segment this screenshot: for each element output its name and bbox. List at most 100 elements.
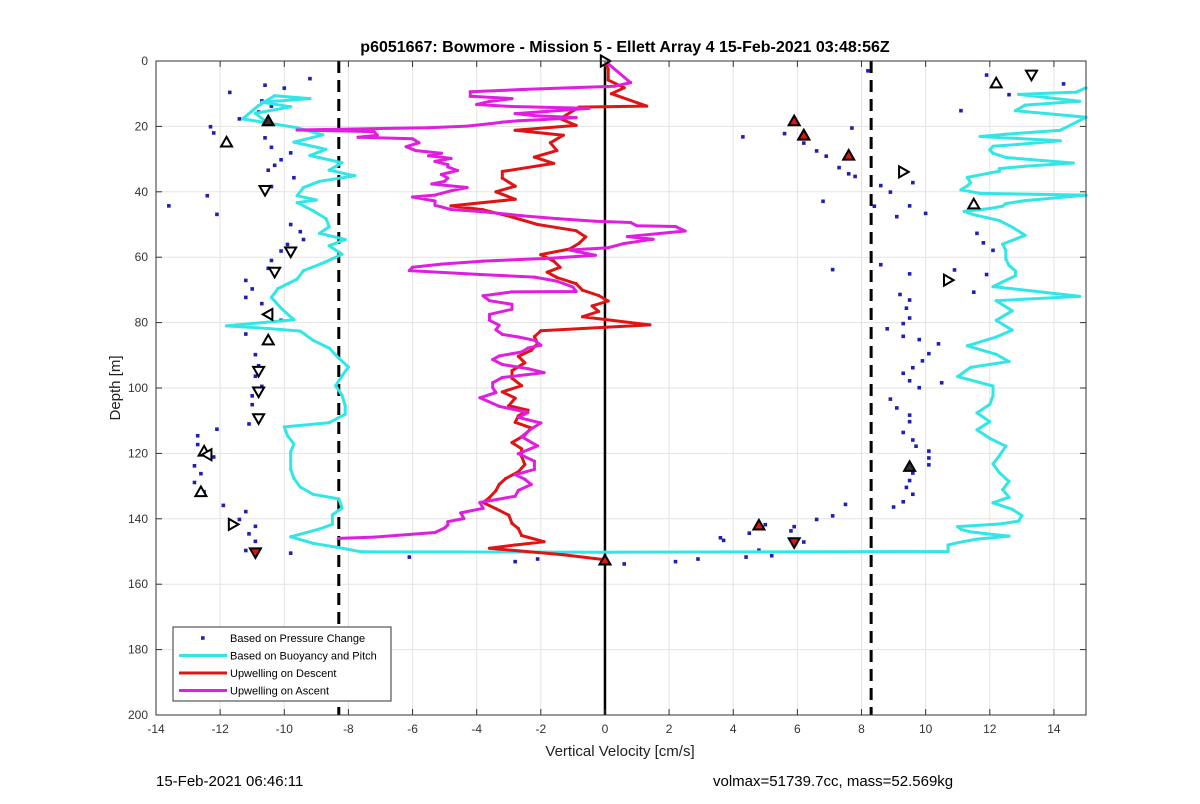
upwelling-on-descent-point [606,78,610,82]
y-axis-label: Depth [m] [107,355,124,420]
upwelling-on-descent-point [580,288,585,292]
upwelling-on-descent-point [516,527,520,531]
upwelling-on-ascent-point [449,207,453,212]
based-on-buoyancy-and-pitch-point [1058,128,1062,132]
upwelling-on-descent-point [574,123,578,128]
upwelling-on-ascent-point [375,133,379,137]
upwelling-on-ascent-point [446,165,450,169]
based-on-buoyancy-and-pitch-point [253,111,258,115]
upwelling-on-ascent-point [449,156,453,161]
based-on-buoyancy-and-pitch-point [997,218,1002,223]
upwelling-on-descent-point [513,128,517,132]
based-on-buoyancy-and-pitch-point [1023,233,1027,237]
upwelling-on-ascent-point [497,404,501,408]
based-on-buoyancy-and-pitch-point [324,147,328,151]
footer-volmax-mass: volmax=51739.7cc, mass=52.569kg [713,773,954,790]
pressure-change-point [269,104,274,108]
upwelling-on-ascent-point [510,290,514,294]
legend-swatch-based-on-pressure-change [201,636,205,640]
based-on-buoyancy-and-pitch-point [956,525,960,529]
based-on-buoyancy-and-pitch-point [282,425,286,429]
upwelling-on-descent-point [507,404,511,408]
upwelling-on-ascent-point [542,117,546,122]
upwelling-on-ascent-point [491,357,495,362]
based-on-buoyancy-and-pitch-point [988,420,992,424]
upwelling-on-ascent-point [443,526,447,530]
pressure-change-point [622,562,627,566]
upwelling-on-descent-point [574,282,578,286]
upwelling-on-descent-point [519,533,524,538]
upwelling-on-descent-point [558,265,562,269]
pressure-change-point [821,199,825,204]
y-tick-label: 20 [135,119,149,133]
pressure-change-point [878,183,883,188]
based-on-buoyancy-and-pitch-point [1071,161,1075,165]
pressure-change-point [243,332,248,336]
upwelling-on-ascent-point [532,275,537,279]
pressure-change-point [936,342,941,346]
upwelling-on-descent-point [577,241,581,245]
upwelling-on-ascent-point [487,122,492,126]
pressure-change-point [782,131,787,136]
upwelling-on-descent-point [574,229,578,233]
pressure-change-point [195,442,200,447]
upwelling-on-descent-point [523,462,527,467]
upwelling-on-descent-point [548,141,553,145]
upwelling-on-ascent-point [526,367,530,371]
upwelling-on-ascent-point [433,530,437,535]
based-on-buoyancy-and-pitch-point [321,133,325,137]
pressure-change-point [292,175,296,180]
pressure-change-point [907,413,912,417]
upwelling-on-descent-point [584,235,588,239]
upwelling-on-ascent-point [500,332,504,336]
based-on-buoyancy-and-pitch-point [1017,519,1021,523]
down-triangle-marker [283,246,298,260]
pressure-change-point [981,241,986,245]
based-on-buoyancy-and-pitch-point [224,324,229,328]
pressure-change-point [285,242,290,247]
pressure-change-point [904,485,909,490]
pressure-change-point [260,384,264,389]
upwelling-on-ascent-point [497,323,501,327]
based-on-buoyancy-and-pitch-point [301,269,306,273]
pressure-change-point [199,471,203,476]
right-triangle-marker [227,517,241,532]
based-on-buoyancy-and-pitch-point [975,537,979,541]
x-tick-label: 8 [858,722,865,736]
pressure-change-point [250,394,255,398]
pressure-change-point [227,90,232,95]
pressure-change-point [801,141,806,145]
pressure-change-point [991,248,995,253]
pressure-change-point [263,136,267,140]
based-on-buoyancy-and-pitch-point [1023,103,1027,107]
y-tick-label: 80 [135,316,149,330]
upwelling-on-descent-point [510,441,514,445]
based-on-buoyancy-and-pitch-point [1020,513,1024,518]
upwelling-on-ascent-point [481,259,485,263]
pressure-change-point [744,555,748,559]
pressure-change-point [923,211,928,216]
upwelling-on-ascent-point [417,141,421,145]
x-tick-label: 2 [666,722,673,736]
upwelling-on-descent-point [539,252,543,257]
upwelling-on-descent-point [555,275,559,280]
upwelling-on-descent-point [497,482,501,487]
based-on-buoyancy-and-pitch-point [991,285,995,289]
based-on-buoyancy-and-pitch-point [1077,99,1082,103]
upwelling-on-descent-point [606,299,610,303]
upwelling-on-ascent-point [510,302,514,306]
pressure-change-point [911,365,915,370]
based-on-buoyancy-and-pitch-point [1001,242,1005,246]
pressure-change-point [741,135,745,139]
pressure-change-point [301,237,306,242]
based-on-buoyancy-and-pitch-point [279,306,283,310]
upwelling-on-ascent-point [513,494,517,498]
red-down-triangle-marker [248,547,263,560]
upwelling-on-ascent-point [625,234,630,239]
y-tick-label: 60 [135,250,149,264]
upwelling-on-descent-point [561,133,565,137]
upwelling-on-ascent-point [433,203,437,207]
pressure-change-point [260,301,264,306]
based-on-buoyancy-and-pitch-point [327,244,331,248]
based-on-buoyancy-and-pitch-point [343,412,347,416]
